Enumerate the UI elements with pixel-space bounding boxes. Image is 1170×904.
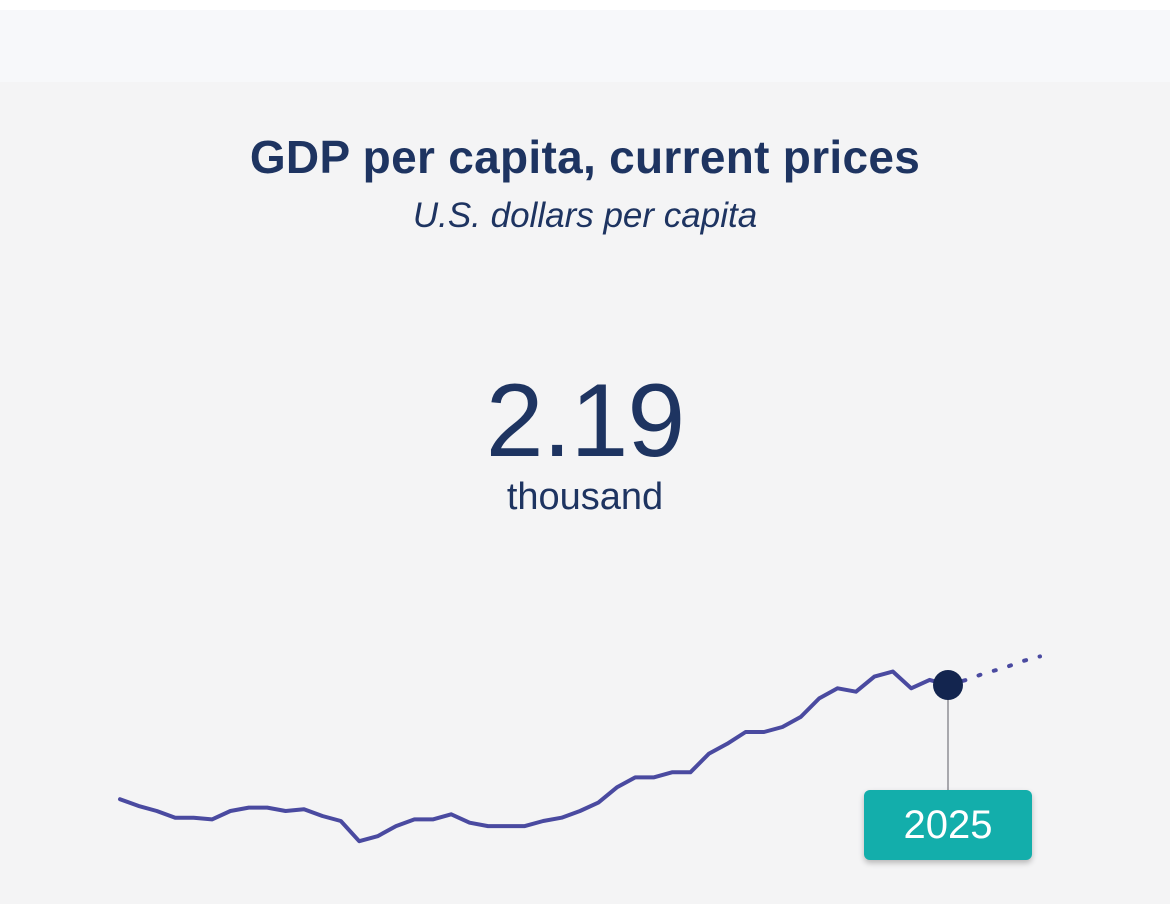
- chart-title: GDP per capita, current prices: [249, 131, 921, 183]
- top-bar: [0, 0, 1170, 82]
- highlight-value: 2.19: [485, 363, 685, 479]
- chart-subtitle: U.S. dollars per capita: [412, 196, 758, 235]
- year-badge[interactable]: 2025: [864, 790, 1032, 860]
- highlight-unit: thousand: [506, 476, 664, 518]
- highlight-point-marker[interactable]: [933, 669, 963, 700]
- forecast-series-line: [946, 654, 1042, 687]
- historical-series-line: [118, 669, 950, 844]
- chart-card: [0, 82, 1170, 904]
